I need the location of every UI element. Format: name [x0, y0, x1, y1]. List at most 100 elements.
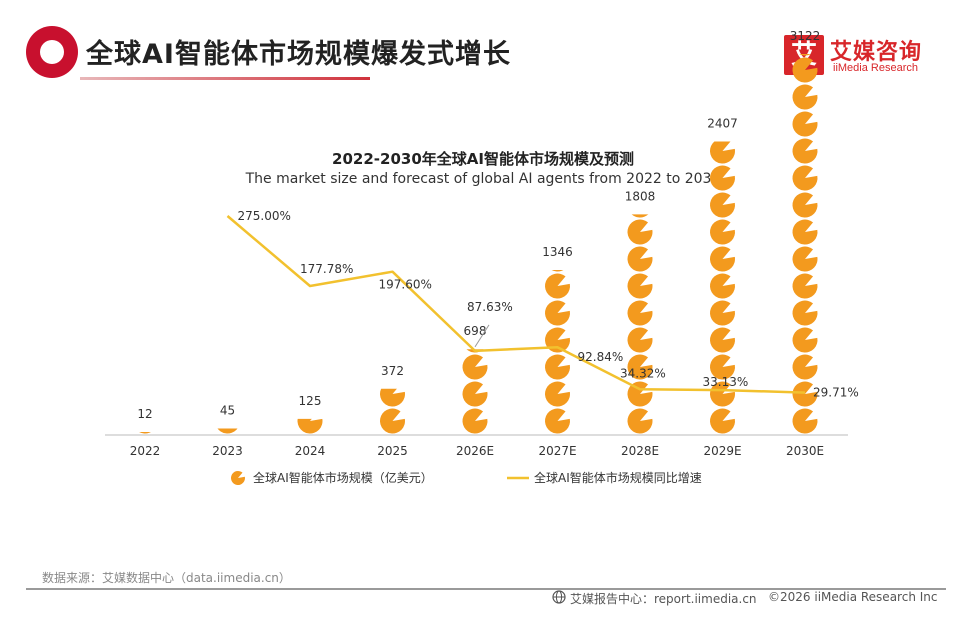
globe-icon [552, 590, 566, 604]
bar-icon-partial [710, 141, 735, 164]
bar-icon [627, 273, 653, 299]
bar-icon [792, 246, 818, 272]
x-tick-label: 2030E [786, 444, 824, 458]
growth-rate-label: 87.63% [467, 300, 513, 314]
bar-icon [792, 138, 818, 164]
bar-icon-partial [799, 54, 811, 56]
bar-icon [792, 111, 818, 137]
report-center-link[interactable]: 艾媒报告中心：report.iimedia.cn [570, 592, 757, 606]
bar-icon-partial [297, 418, 323, 434]
bar-icon [792, 300, 818, 326]
x-tick-label: 2027E [538, 444, 576, 458]
legend-line-label: 全球AI智能体市场规模同比增速 [534, 470, 702, 485]
bar-icon [792, 273, 818, 299]
chart-subtitle: The market size and forecast of global A… [245, 171, 721, 187]
x-tick-label: 2023 [212, 444, 243, 458]
bar-icon [799, 54, 811, 56]
legend-bar-label: 全球AI智能体市场规模（亿美元） [253, 470, 433, 485]
bar-icon [792, 381, 818, 407]
bar-icon [627, 354, 653, 380]
bar-icon [792, 219, 818, 245]
bar-value-label: 3122 [790, 29, 821, 43]
bar-value-label: 698 [464, 324, 487, 338]
bar-icon [627, 246, 653, 272]
header-logo-circle [26, 26, 78, 78]
bar-icon [710, 141, 735, 164]
bar-icon [709, 354, 735, 380]
bar-icon [462, 354, 488, 380]
growth-rate-label: 34.32% [620, 366, 666, 380]
bar-icon-partial [631, 214, 649, 218]
page-title: 全球AI智能体市场规模爆发式增长 [86, 39, 511, 70]
bar-icon-partial [139, 432, 151, 434]
bar-icon [792, 84, 818, 110]
copyright: ©2026 iiMedia Research Inc [768, 590, 938, 604]
x-tick-label: 2028E [621, 444, 659, 458]
bar-value-label: 372 [381, 364, 404, 378]
bar-icon [544, 354, 570, 380]
data-source: 数据来源：艾媒数据中心（data.iimedia.cn） [42, 571, 291, 585]
bar-icon [544, 381, 570, 407]
bar-value-label: 125 [299, 394, 322, 408]
bar-icon [709, 219, 735, 245]
bar-icon [792, 57, 818, 83]
bar-icon [709, 381, 735, 407]
bar-icon [139, 432, 151, 434]
bar-icon-partial [551, 270, 564, 272]
bar-icon [544, 300, 570, 326]
label-leader-line [474, 324, 490, 348]
x-tick-label: 2026E [456, 444, 494, 458]
x-tick-label: 2022 [130, 444, 161, 458]
x-tick-label: 2024 [295, 444, 326, 458]
bar-value-label: 12 [137, 407, 152, 421]
bar-icon [627, 327, 653, 353]
bar-icon [379, 408, 405, 434]
bar-value-label: 2407 [707, 117, 738, 131]
bar-icon [792, 165, 818, 191]
bar-icon [627, 408, 653, 434]
bar-icon [217, 428, 238, 434]
growth-rate-line [226, 215, 806, 394]
bar-icon [709, 165, 735, 191]
bar-icon [380, 388, 405, 407]
bar-icon [551, 270, 564, 272]
bar-icon [544, 273, 570, 299]
bar-icon [709, 273, 735, 299]
bar-icon-partial [217, 428, 238, 434]
bar-icon [792, 354, 818, 380]
bar-icon [709, 327, 735, 353]
brand-name-cn: 艾媒咨询 [830, 40, 923, 65]
growth-rate-label: 92.84% [578, 350, 624, 364]
bar-icon [462, 408, 488, 434]
growth-rate-label: 29.71% [813, 386, 859, 400]
bar-icon [627, 219, 653, 245]
chart-canvas: 2022 12 2023 45 2024 125 2025 372 2026E 698 2027E 1… [105, 29, 859, 485]
bar-icon [709, 408, 735, 434]
bar-value-label: 1808 [625, 189, 656, 203]
bar-icon [792, 192, 818, 218]
bar-icon [627, 381, 653, 407]
footer-divider [26, 588, 946, 590]
growth-rate-label: 177.78% [300, 262, 353, 276]
bar-icon [792, 408, 818, 434]
brand-name-en: iiMedia Research [833, 62, 918, 74]
bar-icon [297, 418, 323, 434]
bar-icon [627, 300, 653, 326]
chart-title: 2022-2030年全球AI智能体市场规模及预测 [332, 150, 634, 168]
bar-icon [709, 192, 735, 218]
bar-value-label: 1346 [542, 245, 573, 259]
bar-icon [709, 246, 735, 272]
bar-icon-partial [380, 388, 405, 407]
growth-rate-label: 33.13% [703, 375, 749, 389]
bar-icon [709, 300, 735, 326]
x-tick-label: 2025 [377, 444, 408, 458]
x-tick-label: 2029E [703, 444, 741, 458]
legend-bar-icon [230, 470, 245, 485]
growth-rate-label: 275.00% [238, 209, 291, 223]
bar-icon [544, 408, 570, 434]
growth-rate-label: 197.60% [379, 278, 432, 292]
title-underline [80, 77, 370, 80]
bar-icon [462, 381, 488, 407]
bar-icon [792, 327, 818, 353]
bar-value-label: 45 [220, 404, 235, 418]
